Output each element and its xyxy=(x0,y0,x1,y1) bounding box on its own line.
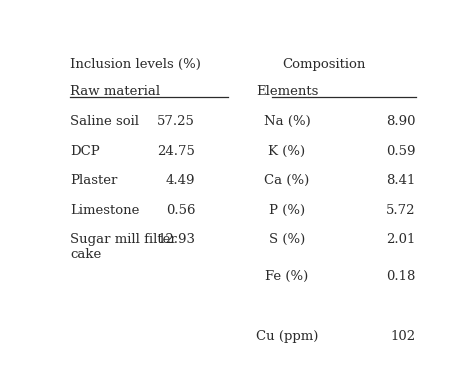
Text: 5.72: 5.72 xyxy=(386,204,416,217)
Text: 8.41: 8.41 xyxy=(386,174,416,187)
Text: Cu (ppm): Cu (ppm) xyxy=(256,330,318,343)
Text: Na (%): Na (%) xyxy=(264,115,310,128)
Text: 12.93: 12.93 xyxy=(157,233,195,246)
Text: Limestone: Limestone xyxy=(70,204,140,217)
Text: Saline soil: Saline soil xyxy=(70,115,139,128)
Text: K (%): K (%) xyxy=(268,145,306,158)
Text: DCP: DCP xyxy=(70,145,100,158)
Text: 0.18: 0.18 xyxy=(386,270,416,283)
Text: 102: 102 xyxy=(391,330,416,343)
Text: Sugar mill filter
cake: Sugar mill filter cake xyxy=(70,233,177,261)
Text: 8.90: 8.90 xyxy=(386,115,416,128)
Text: Ca (%): Ca (%) xyxy=(264,174,310,187)
Text: Raw material: Raw material xyxy=(70,85,160,98)
Text: Inclusion levels (%): Inclusion levels (%) xyxy=(70,58,201,71)
Text: S (%): S (%) xyxy=(269,233,305,246)
Text: Composition: Composition xyxy=(282,58,365,71)
Text: 24.75: 24.75 xyxy=(157,145,195,158)
Text: 4.49: 4.49 xyxy=(166,174,195,187)
Text: 57.25: 57.25 xyxy=(157,115,195,128)
Text: 2.01: 2.01 xyxy=(386,233,416,246)
Text: Elements: Elements xyxy=(256,85,318,98)
Text: 0.59: 0.59 xyxy=(386,145,416,158)
Text: Plaster: Plaster xyxy=(70,174,118,187)
Text: Fe (%): Fe (%) xyxy=(265,270,309,283)
Text: P (%): P (%) xyxy=(269,204,305,217)
Text: 0.56: 0.56 xyxy=(166,204,195,217)
